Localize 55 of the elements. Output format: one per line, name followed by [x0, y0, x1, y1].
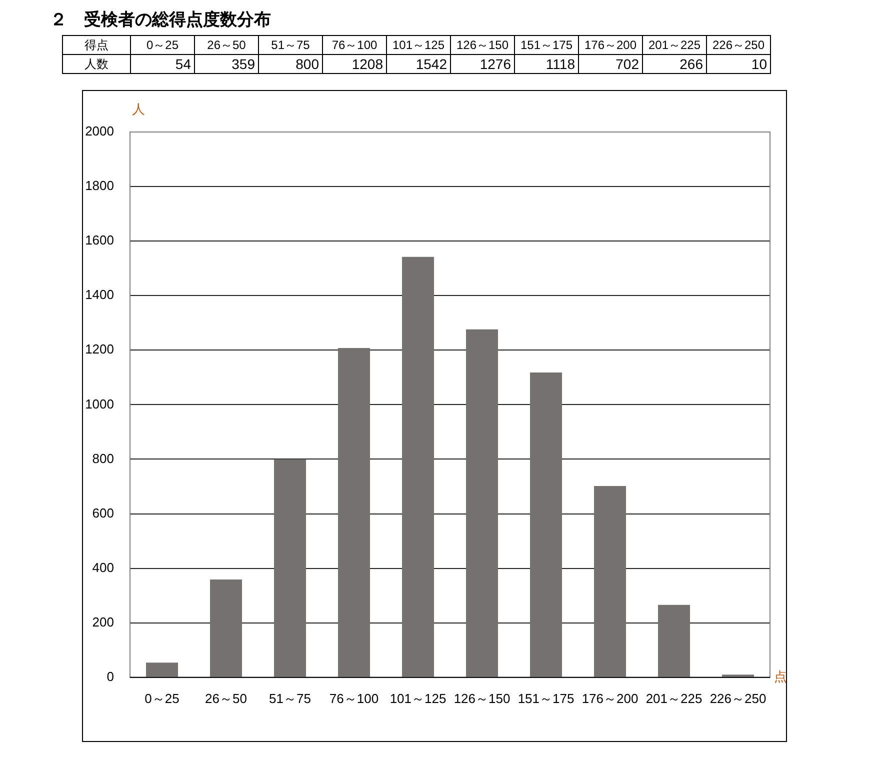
- x-tick-label: 226～250: [710, 690, 766, 706]
- bar: [210, 580, 242, 677]
- category-label: 26～50: [207, 38, 246, 52]
- bar: [466, 329, 498, 677]
- bar: [530, 372, 562, 677]
- x-axis-title: 点: [774, 670, 787, 685]
- bar: [338, 348, 370, 677]
- x-tick-label: 126～150: [454, 690, 510, 706]
- category-label: 176～200: [584, 38, 637, 52]
- data-label: 1208: [322, 54, 386, 74]
- bar: [658, 604, 690, 677]
- y-axis-title: 人: [132, 102, 145, 118]
- category-label: 226～250: [712, 38, 765, 52]
- x-tick-label: 51～75: [269, 690, 311, 706]
- category-label: 101～125: [392, 38, 445, 52]
- x-tick-label: 76～100: [329, 690, 379, 706]
- bar: [274, 459, 306, 677]
- x-tick-label: 101～125: [390, 690, 446, 706]
- category-label: 201～225: [648, 38, 701, 52]
- category-label: 76～100: [332, 38, 378, 52]
- x-tick-label: 176～200: [582, 690, 638, 706]
- category-label: 0～25: [146, 38, 179, 52]
- data-label: 1276: [450, 54, 514, 74]
- y-tick-label: 800: [92, 450, 114, 466]
- text: 得点: [62, 36, 130, 54]
- y-tick-label: 600: [92, 505, 114, 520]
- data-label: 1542: [386, 54, 450, 74]
- y-tick-label: 0: [106, 668, 114, 684]
- chart-title: ２ 受検者の総得点度数分布: [50, 9, 271, 31]
- y-tick-label: 200: [92, 614, 114, 630]
- category-label: 151～175: [520, 38, 573, 52]
- y-tick-label: 400: [92, 560, 114, 575]
- data-label: 266: [642, 54, 706, 74]
- data-label: 702: [578, 54, 642, 74]
- bar: [146, 662, 178, 677]
- y-tick-label: 1200: [85, 342, 114, 357]
- category-label: 126～150: [456, 38, 509, 52]
- y-tick-label: 2000: [85, 124, 114, 139]
- x-tick-label: 26～50: [205, 690, 247, 706]
- data-label: 10: [706, 54, 770, 74]
- x-tick-label: 0～25: [144, 690, 180, 706]
- y-tick-label: 1000: [85, 396, 114, 412]
- bar: [594, 486, 626, 677]
- x-tick-label: 201～225: [646, 690, 702, 706]
- y-tick-label: 1600: [85, 232, 114, 248]
- data-label: 1118: [514, 54, 578, 74]
- category-label: 51～75: [271, 38, 310, 52]
- bar: [402, 256, 434, 677]
- data-label: 54: [130, 54, 194, 74]
- data-label: 800: [258, 54, 322, 74]
- text: 人数: [62, 54, 130, 74]
- y-tick-label: 1800: [85, 178, 114, 194]
- x-tick-label: 151～175: [518, 690, 574, 706]
- data-label: 359: [194, 54, 258, 74]
- y-tick-label: 1400: [85, 287, 114, 302]
